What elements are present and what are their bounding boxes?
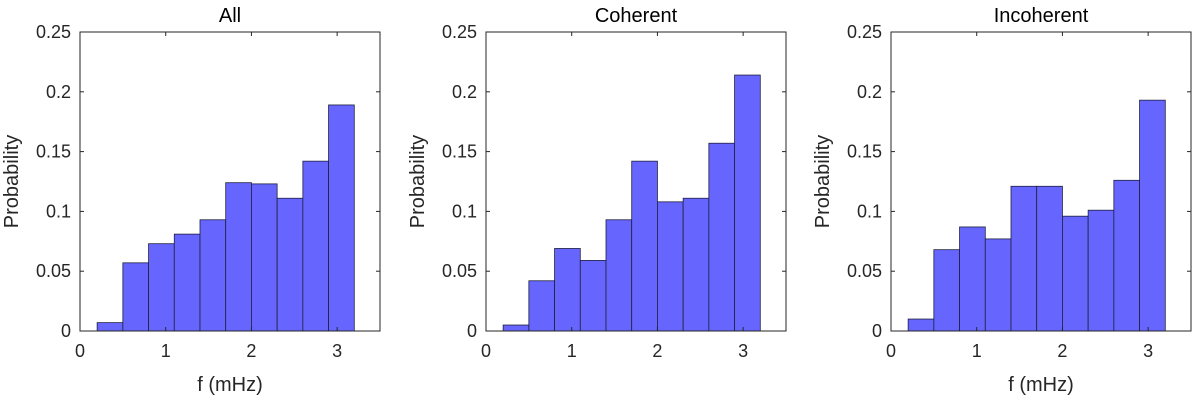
histogram-bar	[734, 74, 761, 332]
histogram-bar	[1062, 215, 1089, 332]
x-axis-label: f (mHz)	[1008, 374, 1074, 396]
y-tick-label: 0.15	[36, 142, 71, 162]
histogram-bar	[907, 318, 935, 332]
histogram-bar	[657, 201, 684, 332]
x-tick-label: 1	[972, 341, 982, 361]
histogram-bar	[302, 160, 329, 332]
histogram-bar	[251, 183, 278, 332]
x-tick-label: 2	[246, 341, 256, 361]
y-tick-label: 0.15	[847, 142, 882, 162]
histogram-bar	[199, 219, 227, 332]
x-tick-label: 2	[1057, 341, 1067, 361]
y-axis-label: Probability	[1, 135, 23, 228]
chart-title: Coherent	[595, 5, 678, 27]
histogram-bar	[579, 260, 607, 332]
y-axis-label: Probability	[812, 135, 834, 228]
axes-frame	[485, 31, 787, 332]
histogram-bar	[96, 322, 124, 332]
histogram-bar	[554, 248, 581, 332]
histogram-bar	[1113, 179, 1140, 332]
x-tick-label: 2	[652, 341, 662, 361]
y-tick-label: 0	[467, 321, 477, 341]
subplot-1: 0 0.05 0.1 0.15 0.2 0.25 0 1 2 3 All f (mHz) Probabi…	[1, 5, 381, 396]
histogram-bar	[682, 197, 710, 332]
x-tick-label: 0	[481, 341, 491, 361]
y-tick-label: 0.1	[452, 201, 477, 221]
y-tick-label: 0.2	[452, 82, 477, 102]
histogram-bar	[984, 238, 1012, 332]
x-axis-label: f (mHz)	[197, 374, 263, 396]
x-tick-label: 1	[161, 341, 171, 361]
histogram-bar	[225, 182, 252, 332]
axes-frame	[79, 31, 381, 332]
histogram-bar	[328, 104, 355, 332]
y-tick-label: 0.2	[46, 82, 71, 102]
x-tick-label: 1	[567, 341, 577, 361]
y-axis-label: Probability	[407, 135, 429, 228]
histogram-bar	[959, 226, 986, 332]
x-tick-label: 0	[75, 341, 85, 361]
y-tick-label: 0.25	[847, 22, 882, 42]
histogram-bar	[122, 262, 149, 332]
y-tick-label: 0	[872, 321, 882, 341]
y-tick-label: 0	[61, 321, 71, 341]
histogram-bar	[1010, 185, 1038, 332]
y-tick-label: 0.05	[847, 261, 882, 281]
histogram-bar	[528, 280, 555, 332]
y-tick-label: 0.05	[36, 261, 71, 281]
histogram-bar	[173, 233, 201, 332]
histogram-bar	[1036, 185, 1063, 332]
y-tick-label: 0.2	[857, 82, 882, 102]
subplot-3: 0 0.05 0.1 0.15 0.2 0.25 0 1 2 3 Incoherent f (mHz)…	[812, 5, 1192, 396]
histogram-bar	[605, 219, 633, 332]
histogram-bar	[148, 243, 175, 332]
x-tick-label: 3	[332, 341, 342, 361]
axes-frame	[890, 31, 1192, 332]
histogram-bar	[276, 197, 304, 332]
histogram-bar	[502, 324, 530, 332]
chart-title: Incoherent	[994, 5, 1089, 27]
x-tick-label: 0	[886, 341, 896, 361]
subplot-2: 0 0.05 0.1 0.15 0.2 0.25 0 1 2 3 Coherent Probabili…	[407, 5, 787, 361]
histogram-bar	[631, 160, 658, 332]
y-tick-label: 0.25	[36, 22, 71, 42]
x-tick-label: 3	[738, 341, 748, 361]
y-tick-label: 0.15	[442, 142, 477, 162]
y-tick-label: 0.25	[442, 22, 477, 42]
chart-title: All	[219, 5, 241, 27]
y-tick-label: 0.05	[442, 261, 477, 281]
histogram-bar	[1087, 209, 1115, 332]
x-tick-label: 3	[1143, 341, 1153, 361]
histogram-bar	[933, 249, 960, 332]
histogram-bar	[1139, 99, 1166, 332]
y-tick-label: 0.1	[857, 201, 882, 221]
histogram-bar	[708, 142, 735, 332]
y-tick-label: 0.1	[46, 201, 71, 221]
